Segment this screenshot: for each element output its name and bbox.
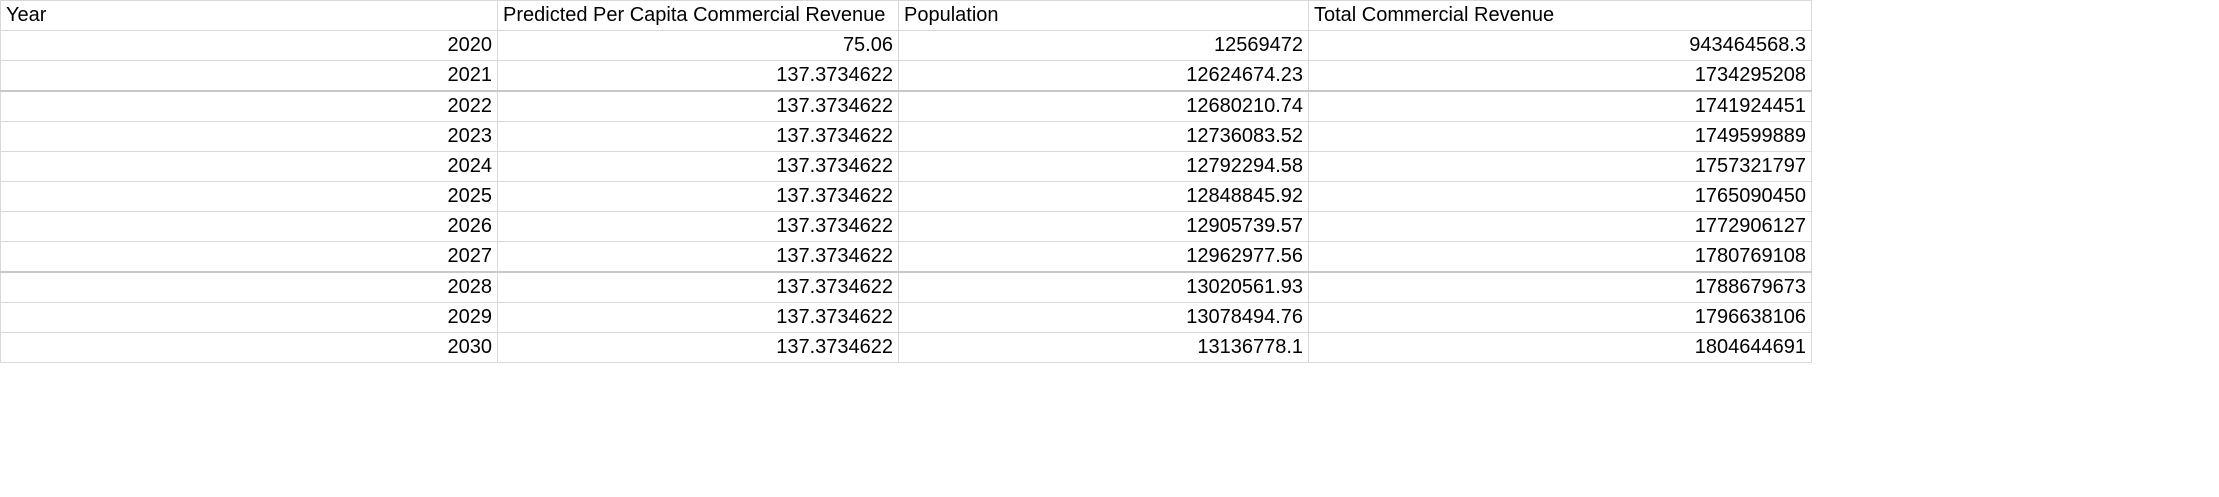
- cell-year[interactable]: 2020: [0, 30, 498, 61]
- table-row: 2022 137.3734622 12680210.74 1741924451: [0, 90, 1812, 122]
- cell-total-revenue[interactable]: 1741924451: [1308, 90, 1812, 122]
- cell-population[interactable]: 13020561.93: [898, 271, 1309, 303]
- cell-population[interactable]: 12962977.56: [898, 241, 1309, 273]
- cell-population[interactable]: 12848845.92: [898, 181, 1309, 212]
- cell-per-capita-revenue[interactable]: 75.06: [497, 30, 899, 61]
- cell-population[interactable]: 12569472: [898, 30, 1309, 61]
- cell-per-capita-revenue[interactable]: 137.3734622: [497, 60, 899, 92]
- cell-year[interactable]: 2029: [0, 302, 498, 333]
- table-row: 2027 137.3734622 12962977.56 1780769108: [0, 241, 1812, 273]
- cell-year[interactable]: 2028: [0, 271, 498, 303]
- cell-per-capita-revenue[interactable]: 137.3734622: [497, 332, 899, 363]
- cell-total-revenue[interactable]: 1772906127: [1308, 211, 1812, 242]
- table-row: 2020 75.06 12569472 943464568.3: [0, 30, 1812, 61]
- cell-year[interactable]: 2025: [0, 181, 498, 212]
- cell-year[interactable]: 2026: [0, 211, 498, 242]
- cell-population[interactable]: 13078494.76: [898, 302, 1309, 333]
- header-cell-per-capita-revenue[interactable]: Predicted Per Capita Commercial Revenue: [497, 0, 899, 31]
- header-row: Year Predicted Per Capita Commercial Rev…: [0, 0, 1812, 31]
- cell-total-revenue[interactable]: 1757321797: [1308, 151, 1812, 182]
- cell-year[interactable]: 2027: [0, 241, 498, 273]
- table-row: 2023 137.3734622 12736083.52 1749599889: [0, 121, 1812, 152]
- table-row: 2030 137.3734622 13136778.1 1804644691: [0, 332, 1812, 363]
- cell-total-revenue[interactable]: 1780769108: [1308, 241, 1812, 273]
- cell-per-capita-revenue[interactable]: 137.3734622: [497, 90, 899, 122]
- table-row: 2025 137.3734622 12848845.92 1765090450: [0, 181, 1812, 212]
- cell-year[interactable]: 2024: [0, 151, 498, 182]
- cell-year[interactable]: 2022: [0, 90, 498, 122]
- cell-population[interactable]: 12905739.57: [898, 211, 1309, 242]
- cell-total-revenue[interactable]: 943464568.3: [1308, 30, 1812, 61]
- cell-per-capita-revenue[interactable]: 137.3734622: [497, 211, 899, 242]
- cell-year[interactable]: 2030: [0, 332, 498, 363]
- header-cell-year[interactable]: Year: [0, 0, 498, 31]
- cell-population[interactable]: 12736083.52: [898, 121, 1309, 152]
- cell-year[interactable]: 2023: [0, 121, 498, 152]
- data-table: Year Predicted Per Capita Commercial Rev…: [0, 0, 1812, 363]
- cell-per-capita-revenue[interactable]: 137.3734622: [497, 151, 899, 182]
- cell-population[interactable]: 12792294.58: [898, 151, 1309, 182]
- table-row: 2026 137.3734622 12905739.57 1772906127: [0, 211, 1812, 242]
- cell-per-capita-revenue[interactable]: 137.3734622: [497, 271, 899, 303]
- header-cell-total-revenue[interactable]: Total Commercial Revenue: [1308, 0, 1812, 31]
- header-cell-population[interactable]: Population: [898, 0, 1309, 31]
- cell-per-capita-revenue[interactable]: 137.3734622: [497, 241, 899, 273]
- cell-population[interactable]: 13136778.1: [898, 332, 1309, 363]
- table-row: 2029 137.3734622 13078494.76 1796638106: [0, 302, 1812, 333]
- cell-per-capita-revenue[interactable]: 137.3734622: [497, 121, 899, 152]
- cell-total-revenue[interactable]: 1796638106: [1308, 302, 1812, 333]
- table-row: 2024 137.3734622 12792294.58 1757321797: [0, 151, 1812, 182]
- table-row: 2021 137.3734622 12624674.23 1734295208: [0, 60, 1812, 92]
- cell-year[interactable]: 2021: [0, 60, 498, 92]
- cell-total-revenue[interactable]: 1765090450: [1308, 181, 1812, 212]
- table-row: 2028 137.3734622 13020561.93 1788679673: [0, 271, 1812, 303]
- cell-total-revenue[interactable]: 1734295208: [1308, 60, 1812, 92]
- cell-per-capita-revenue[interactable]: 137.3734622: [497, 181, 899, 212]
- cell-total-revenue[interactable]: 1788679673: [1308, 271, 1812, 303]
- cell-population[interactable]: 12624674.23: [898, 60, 1309, 92]
- cell-per-capita-revenue[interactable]: 137.3734622: [497, 302, 899, 333]
- cell-total-revenue[interactable]: 1749599889: [1308, 121, 1812, 152]
- cell-population[interactable]: 12680210.74: [898, 90, 1309, 122]
- cell-total-revenue[interactable]: 1804644691: [1308, 332, 1812, 363]
